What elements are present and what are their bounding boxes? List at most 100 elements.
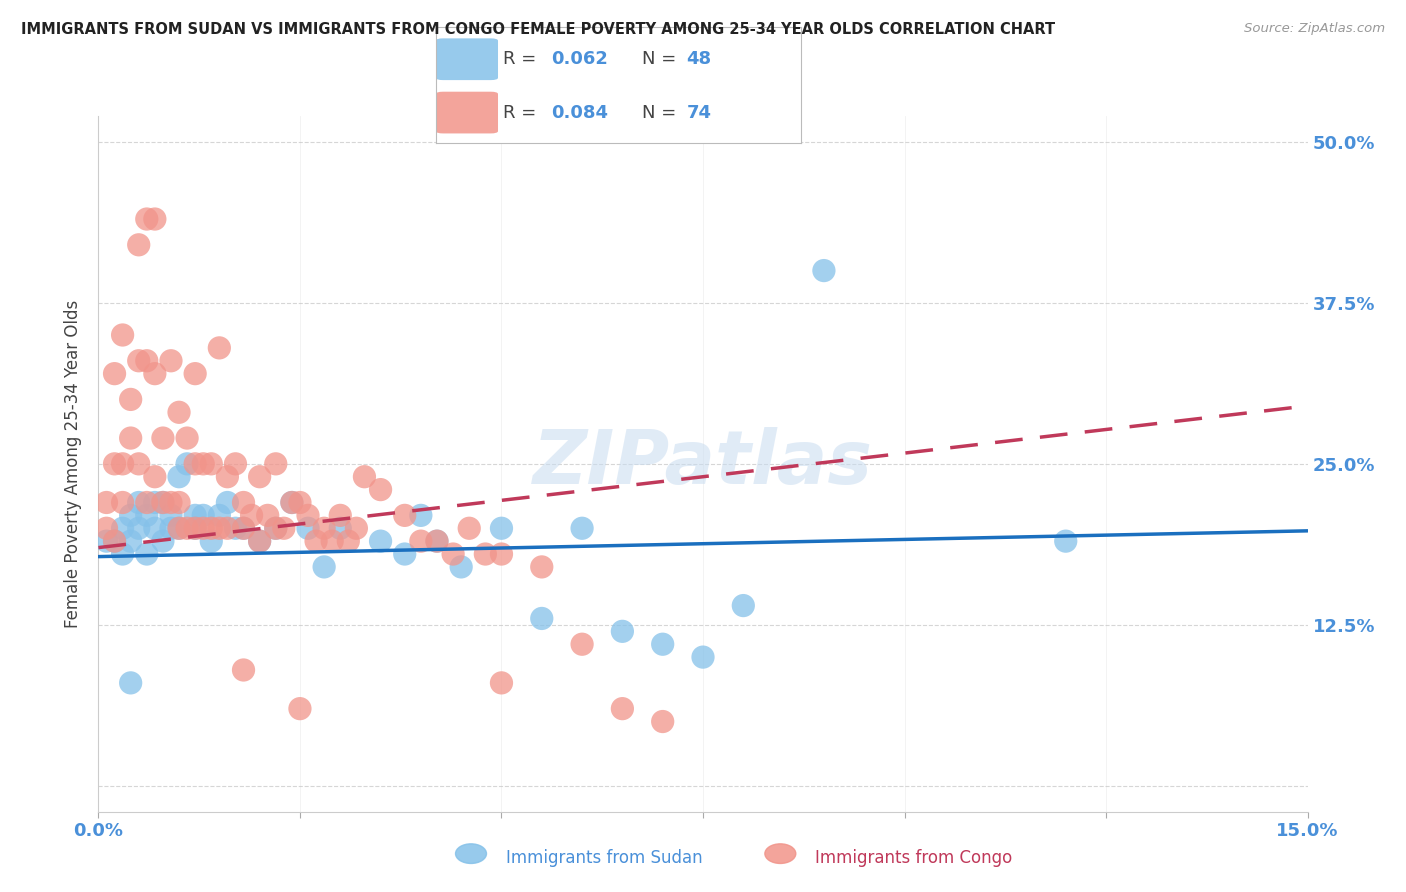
- Point: [167, 521, 190, 535]
- Text: Source: ZipAtlas.com: Source: ZipAtlas.com: [1244, 22, 1385, 36]
- Point: [200, 534, 222, 549]
- Point: [426, 534, 449, 549]
- Point: [321, 534, 343, 549]
- Point: [217, 495, 239, 509]
- Point: [530, 611, 553, 625]
- Point: [193, 508, 215, 523]
- Point: [135, 212, 157, 227]
- Point: [135, 508, 157, 523]
- Point: [128, 237, 150, 252]
- Point: [111, 495, 134, 509]
- Point: [184, 457, 207, 471]
- Point: [530, 560, 553, 574]
- Point: [128, 353, 150, 368]
- Point: [120, 508, 142, 523]
- Point: [200, 457, 222, 471]
- Text: 74: 74: [686, 103, 711, 121]
- Point: [232, 663, 254, 677]
- Point: [571, 521, 593, 535]
- Point: [143, 521, 166, 535]
- Point: [96, 495, 118, 509]
- Point: [450, 560, 472, 574]
- Text: 0.084: 0.084: [551, 103, 607, 121]
- FancyBboxPatch shape: [436, 38, 498, 80]
- Point: [143, 212, 166, 227]
- Point: [394, 508, 416, 523]
- Point: [273, 521, 295, 535]
- Point: [651, 714, 673, 729]
- Point: [297, 508, 319, 523]
- Point: [240, 508, 263, 523]
- Point: [288, 701, 311, 715]
- Point: [184, 367, 207, 381]
- Point: [458, 521, 481, 535]
- Point: [176, 431, 198, 445]
- Point: [232, 521, 254, 535]
- Point: [288, 495, 311, 509]
- Point: [426, 534, 449, 549]
- Point: [249, 534, 271, 549]
- Point: [409, 508, 432, 523]
- Point: [305, 534, 328, 549]
- Text: 48: 48: [686, 50, 711, 68]
- Point: [160, 521, 183, 535]
- Point: [152, 431, 174, 445]
- Point: [232, 495, 254, 509]
- Point: [103, 457, 125, 471]
- Point: [297, 521, 319, 535]
- Point: [441, 547, 464, 561]
- Point: [208, 341, 231, 355]
- Point: [264, 457, 287, 471]
- Point: [1054, 534, 1077, 549]
- Point: [370, 534, 392, 549]
- Point: [160, 495, 183, 509]
- Point: [135, 495, 157, 509]
- Point: [167, 469, 190, 483]
- Point: [128, 457, 150, 471]
- Point: [120, 534, 142, 549]
- Point: [571, 637, 593, 651]
- Point: [160, 353, 183, 368]
- Text: IMMIGRANTS FROM SUDAN VS IMMIGRANTS FROM CONGO FEMALE POVERTY AMONG 25-34 YEAR O: IMMIGRANTS FROM SUDAN VS IMMIGRANTS FROM…: [21, 22, 1056, 37]
- Point: [135, 547, 157, 561]
- Point: [193, 521, 215, 535]
- Point: [344, 521, 367, 535]
- Point: [329, 508, 352, 523]
- Point: [128, 495, 150, 509]
- Point: [813, 263, 835, 277]
- Point: [692, 650, 714, 665]
- Text: R =: R =: [503, 103, 543, 121]
- Point: [200, 521, 222, 535]
- Point: [184, 521, 207, 535]
- Point: [143, 469, 166, 483]
- Y-axis label: Female Poverty Among 25-34 Year Olds: Female Poverty Among 25-34 Year Olds: [65, 300, 83, 628]
- Text: Immigrants from Sudan: Immigrants from Sudan: [506, 849, 703, 867]
- Point: [96, 521, 118, 535]
- Point: [409, 534, 432, 549]
- Text: Immigrants from Congo: Immigrants from Congo: [815, 849, 1012, 867]
- Point: [111, 457, 134, 471]
- Point: [103, 367, 125, 381]
- Point: [224, 521, 246, 535]
- Point: [256, 508, 278, 523]
- Point: [103, 534, 125, 549]
- Text: R =: R =: [503, 50, 543, 68]
- Point: [111, 328, 134, 343]
- Text: N =: N =: [643, 103, 682, 121]
- Point: [370, 483, 392, 497]
- Text: ZIPatlas: ZIPatlas: [533, 427, 873, 500]
- Point: [152, 495, 174, 509]
- Point: [264, 521, 287, 535]
- Point: [329, 521, 352, 535]
- Point: [176, 521, 198, 535]
- Point: [733, 599, 755, 613]
- Point: [281, 495, 304, 509]
- Point: [135, 353, 157, 368]
- Point: [193, 457, 215, 471]
- Point: [96, 534, 118, 549]
- Point: [120, 392, 142, 407]
- Point: [160, 508, 183, 523]
- Point: [249, 469, 271, 483]
- Point: [217, 469, 239, 483]
- Point: [232, 521, 254, 535]
